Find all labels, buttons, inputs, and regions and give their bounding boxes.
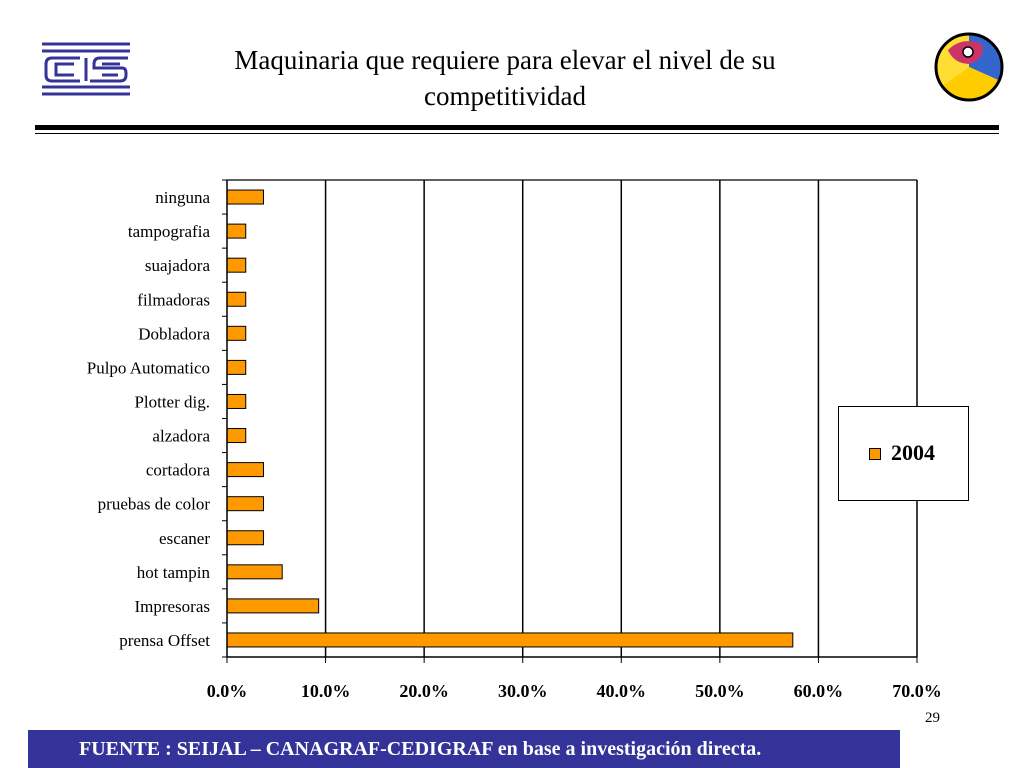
bar bbox=[226, 359, 247, 375]
y-tick-label: escaner bbox=[159, 529, 210, 548]
x-tick-label: 40.0% bbox=[597, 681, 647, 701]
slide-title-line-1: Maquinaria que requiere para elevar el n… bbox=[234, 45, 776, 75]
bar bbox=[226, 189, 264, 205]
y-tick-label: cortadora bbox=[146, 461, 211, 480]
y-tick-label: hot tampin bbox=[137, 563, 211, 582]
y-tick-label: pruebas de color bbox=[98, 495, 211, 514]
bar bbox=[226, 393, 247, 409]
bar bbox=[226, 428, 247, 444]
bar bbox=[226, 564, 283, 580]
x-tick-label: 20.0% bbox=[399, 681, 449, 701]
bar bbox=[226, 462, 264, 478]
bar bbox=[226, 223, 247, 239]
tick-labels: ninguna tampografia suajadora filmadoras Dob… bbox=[87, 188, 942, 701]
chart-legend: 2004 bbox=[838, 406, 969, 501]
bar bbox=[226, 632, 794, 648]
gridlines bbox=[227, 179, 918, 657]
y-tick-label: Impresoras bbox=[134, 597, 210, 616]
y-tick-label: Dobladora bbox=[138, 324, 210, 343]
legend-swatch bbox=[869, 448, 881, 460]
title-rule-thin bbox=[35, 133, 999, 134]
title-rule-thick bbox=[35, 125, 999, 130]
bar bbox=[226, 291, 247, 307]
source-footer-text: FUENTE : SEIJAL – CANAGRAF-CEDIGRAF en b… bbox=[79, 738, 762, 760]
colorful-c-logo-icon bbox=[934, 32, 1004, 102]
x-tick-label: 60.0% bbox=[794, 681, 844, 701]
y-tick-label: tampografia bbox=[128, 222, 211, 241]
slide-title: Maquinaria que requiere para elevar el n… bbox=[190, 42, 820, 114]
page-number: 29 bbox=[925, 710, 940, 726]
y-tick-label: filmadoras bbox=[137, 290, 210, 309]
bar bbox=[226, 530, 264, 546]
bar bbox=[226, 496, 264, 512]
x-tick-label: 0.0% bbox=[207, 681, 248, 701]
x-tick-label: 30.0% bbox=[498, 681, 548, 701]
y-tick-label: suajadora bbox=[145, 256, 211, 275]
y-tick-label: Plotter dig. bbox=[134, 392, 210, 411]
y-tick-label: alzadora bbox=[152, 427, 210, 446]
legend-label: 2004 bbox=[891, 440, 935, 465]
bar bbox=[226, 325, 247, 341]
axes bbox=[222, 179, 918, 663]
y-tick-label: prensa Offset bbox=[119, 631, 210, 650]
cedigraf-logo-icon bbox=[42, 42, 130, 96]
bar bbox=[226, 598, 320, 614]
y-tick-label: ninguna bbox=[155, 188, 210, 207]
x-tick-label: 10.0% bbox=[301, 681, 351, 701]
x-tick-label: 70.0% bbox=[892, 681, 942, 701]
bars bbox=[226, 189, 794, 648]
x-tick-label: 50.0% bbox=[695, 681, 745, 701]
bar bbox=[226, 257, 247, 273]
slide-title-line-2: competitividad bbox=[424, 81, 586, 111]
y-tick-label: Pulpo Automatico bbox=[87, 358, 210, 377]
source-footer: FUENTE : SEIJAL – CANAGRAF-CEDIGRAF en b… bbox=[28, 730, 900, 768]
